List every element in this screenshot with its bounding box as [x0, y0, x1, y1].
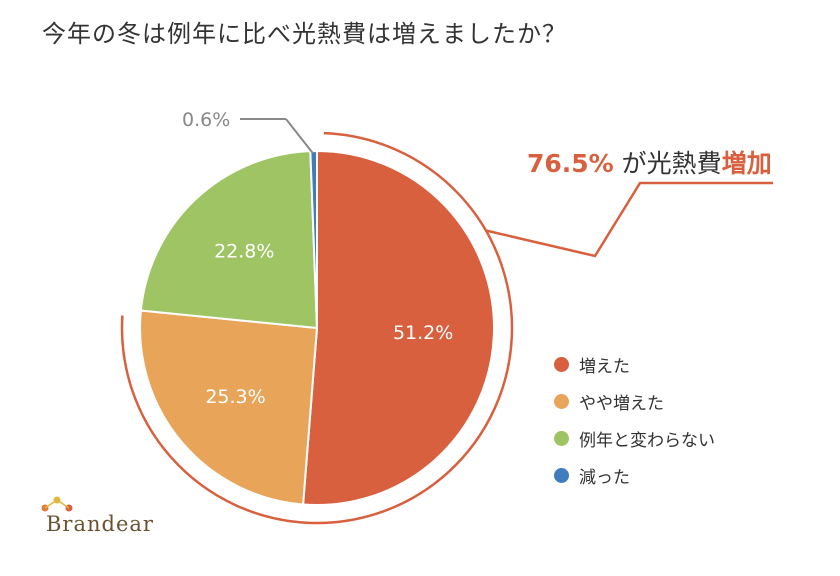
- legend-swatch-slightly-increased: [554, 394, 569, 409]
- pie-slice-unchanged: [139, 150, 319, 330]
- slice-label-decreased: 0.6%: [182, 109, 230, 131]
- legend-label: 例年と変わらない: [579, 431, 715, 451]
- pie-slice-slightly-increased: [139, 309, 319, 506]
- highlight-arc: [120, 131, 514, 525]
- callout-middle-text: が光熱費: [614, 149, 722, 178]
- callout-value: 76.5%: [527, 149, 614, 178]
- brand-logo: Brandear: [40, 494, 210, 550]
- legend-item: 増えた: [554, 346, 715, 383]
- slice-label-slightly-increased: 25.3%: [205, 386, 265, 408]
- logo-crown-icon: [41, 496, 73, 512]
- chart-title: 今年の冬は例年に比べ光熱費は増えましたか？: [42, 20, 567, 48]
- legend-item: 例年と変わらない: [554, 420, 715, 457]
- small-slice-leader-line-diagonal: [285, 118, 314, 154]
- legend-label: やや増えた: [579, 394, 664, 414]
- legend-label: 増えた: [579, 357, 630, 377]
- callout-leader-line: [485, 181, 773, 258]
- callout-highlight-text: 増加: [722, 149, 772, 178]
- logo-text: Brandear: [46, 512, 154, 536]
- legend-label: 減った: [579, 468, 630, 488]
- legend-swatch-unchanged: [554, 431, 569, 446]
- pie-slice-increased: [302, 149, 495, 506]
- legend-swatch-increased: [554, 357, 569, 372]
- legend-item: やや増えた: [554, 383, 715, 420]
- slice-label-increased: 51.2%: [393, 322, 453, 344]
- legend-swatch-decreased: [554, 468, 569, 483]
- legend: 増えた やや増えた 例年と変わらない 減った: [554, 346, 715, 494]
- callout-text: 76.5% が光熱費増加: [527, 149, 772, 178]
- slice-label-unchanged: 22.8%: [214, 241, 274, 263]
- legend-item: 減った: [554, 457, 715, 494]
